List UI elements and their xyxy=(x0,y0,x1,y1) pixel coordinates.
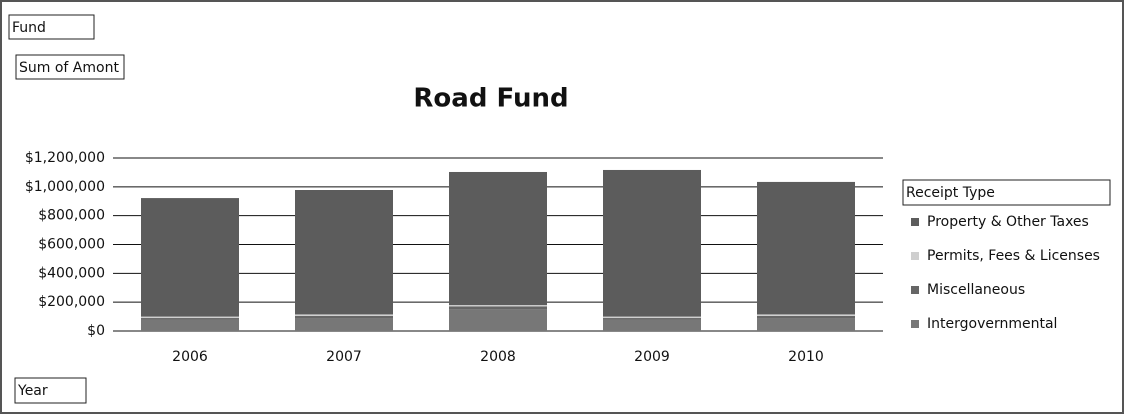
bar-segment xyxy=(295,315,393,319)
y-tick-label: $400,000 xyxy=(38,265,105,281)
bar-segment xyxy=(603,169,701,317)
bar-segment xyxy=(295,190,393,315)
x-tick-label: 2006 xyxy=(172,349,208,365)
bar-segment xyxy=(757,181,855,315)
bar-segment xyxy=(603,319,701,331)
x-tick-label: 2010 xyxy=(788,349,824,365)
x-tick-label: 2009 xyxy=(634,349,670,365)
bar-segment xyxy=(295,318,393,331)
x-tick-label: 2007 xyxy=(326,349,362,365)
data-field-button[interactable] xyxy=(15,54,125,80)
y-tick-label: $800,000 xyxy=(38,208,105,224)
bar-segment xyxy=(449,309,547,331)
y-tick-label: $0 xyxy=(87,323,105,339)
bar-segment xyxy=(295,314,393,316)
filter-field[interactable]: Fund xyxy=(12,20,46,36)
axis-field-button[interactable] xyxy=(14,377,87,404)
legend-title[interactable]: Receipt Type xyxy=(906,185,995,201)
legend-label: Miscellaneous xyxy=(927,282,1025,298)
x-tick-label: 2008 xyxy=(480,349,516,365)
legend-label: Intergovernmental xyxy=(927,316,1057,332)
legend-label: Permits, Fees & Licenses xyxy=(927,248,1100,264)
y-tick-label: $600,000 xyxy=(38,237,105,253)
bar-segment xyxy=(141,319,239,331)
bar-segment xyxy=(449,171,547,306)
filter-button[interactable] xyxy=(8,14,95,40)
y-tick-label: $1,000,000 xyxy=(25,179,105,195)
bar-segment xyxy=(141,318,239,320)
bar-segment xyxy=(757,318,855,331)
data-field[interactable]: Sum of Amont xyxy=(19,60,119,76)
legend-swatch xyxy=(911,218,919,226)
legend-swatch xyxy=(911,252,919,260)
legend-label: Property & Other Taxes xyxy=(927,214,1089,230)
bar-segment xyxy=(141,198,239,317)
bar-segment xyxy=(603,316,701,319)
legend-swatch xyxy=(911,320,919,328)
legend-title-button[interactable] xyxy=(902,179,1111,206)
y-tick-label: $1,200,000 xyxy=(25,150,105,166)
chart-title: Road Fund xyxy=(413,84,568,114)
bar-segment xyxy=(449,305,547,307)
legend-swatch xyxy=(911,286,919,294)
bar-segment xyxy=(449,306,547,310)
axis-field[interactable]: Year xyxy=(17,383,48,399)
bar-segment xyxy=(757,315,855,319)
bar-segment xyxy=(757,314,855,316)
bar-segment xyxy=(603,318,701,320)
y-tick-label: $200,000 xyxy=(38,294,105,310)
bar-segment xyxy=(141,316,239,319)
